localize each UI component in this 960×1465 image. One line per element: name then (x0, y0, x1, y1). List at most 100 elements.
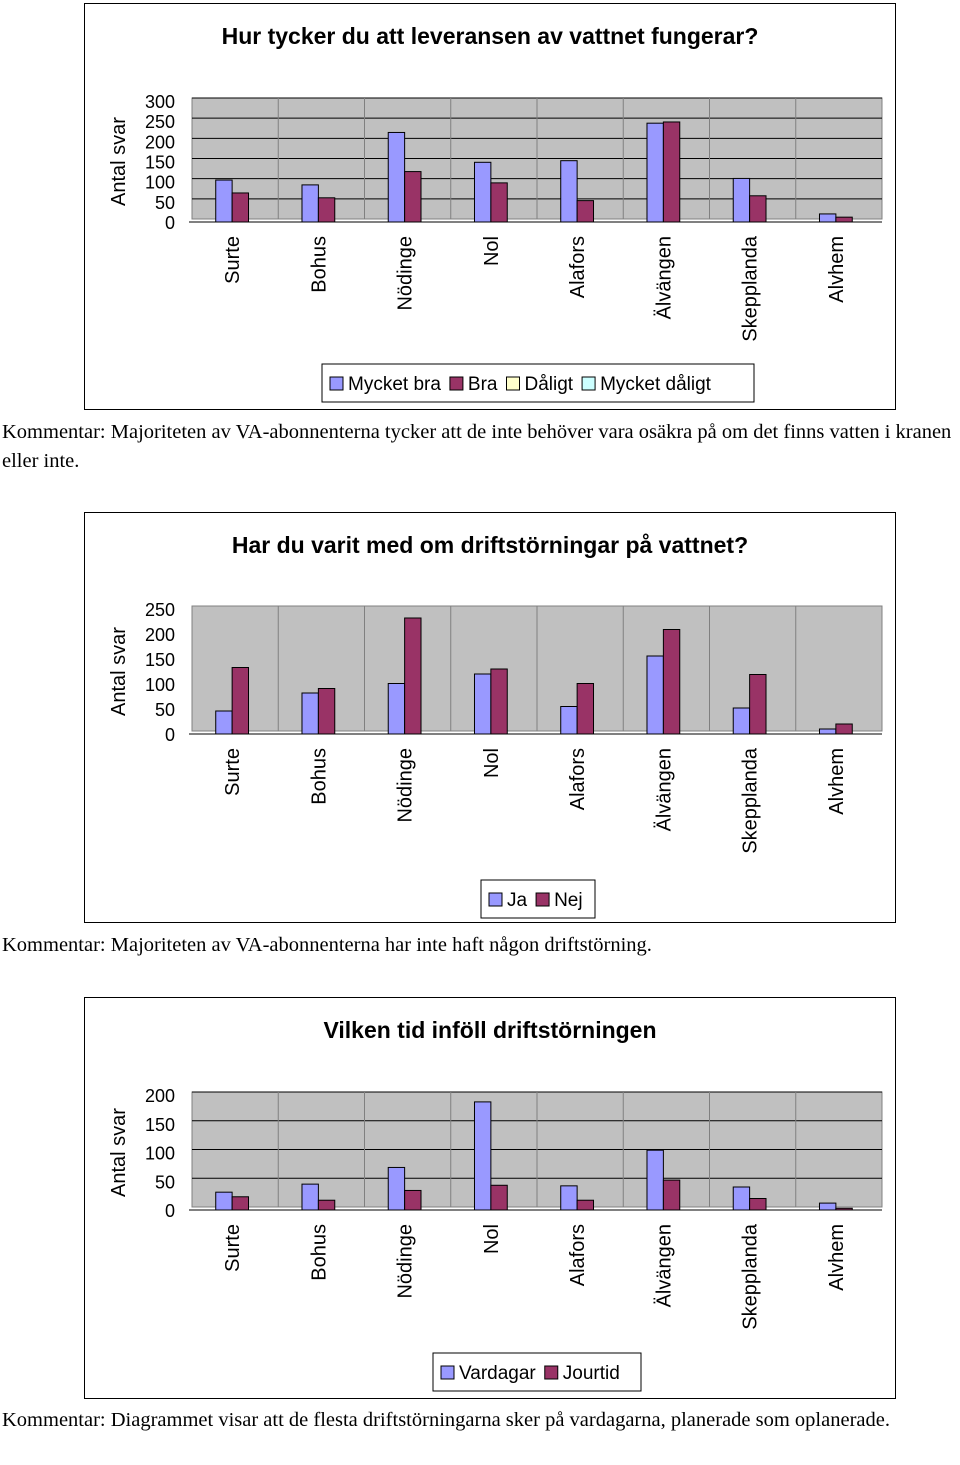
bar (560, 706, 578, 735)
legend-label: Nej (554, 890, 583, 911)
bar (301, 184, 319, 223)
x-tick-label: Nol (481, 1224, 503, 1254)
x-tick-label: Skepplanda (740, 235, 762, 342)
x-tick-label: Alafors (567, 748, 589, 810)
legend-label: Dåligt (525, 374, 574, 395)
x-tick-label: Nödinge (395, 236, 417, 311)
legend-label: Mycket bra (348, 374, 441, 395)
y-tick-label: 100 (145, 1144, 175, 1164)
x-tick-label: Surte (222, 1224, 244, 1272)
bar (576, 1199, 595, 1211)
chart-2-comment: Kommentar: Majoriteten av VA-abonnentern… (2, 934, 652, 956)
bar (490, 668, 508, 735)
x-tick-label: Älvängen (653, 748, 675, 831)
chart-title: Vilken tid inföll driftstörningen (323, 1017, 656, 1043)
y-tick-label: 100 (145, 173, 175, 193)
bar (404, 617, 422, 735)
y-tick-label: 50 (155, 700, 175, 720)
x-tick-label: Nol (481, 236, 503, 266)
bar (215, 1191, 233, 1211)
y-tick-label: 200 (145, 1086, 175, 1106)
legend-swatch (544, 1365, 559, 1380)
legend-label: Ja (507, 890, 528, 911)
x-tick-label: Alvhem (826, 236, 848, 303)
bar (317, 688, 336, 735)
y-tick-label: 0 (165, 1201, 175, 1221)
bar (646, 655, 664, 735)
x-tick-label: Alvhem (826, 1224, 848, 1291)
legend-swatch (440, 1365, 455, 1380)
bar (215, 179, 233, 223)
bar (662, 1179, 681, 1211)
x-tick-label: Älvängen (653, 236, 675, 319)
bar (646, 1149, 664, 1211)
legend-swatch (506, 376, 520, 391)
y-tick-label: 150 (145, 153, 175, 173)
bar (387, 1166, 406, 1211)
bar (732, 1186, 751, 1211)
bar (404, 1189, 422, 1211)
bar (749, 674, 767, 735)
bar (301, 692, 319, 735)
bar (732, 177, 751, 223)
bar (473, 1101, 492, 1211)
y-tick-label: 50 (155, 193, 175, 213)
bar (818, 728, 837, 735)
bar (646, 122, 664, 223)
chart-2-svg: Har du varit med om driftstörningar på v… (108, 532, 883, 919)
legend-box (321, 363, 755, 403)
bar (835, 723, 853, 735)
chart-1-box: Hur tycker du att leveransen av vattnet … (84, 3, 896, 410)
x-tick-label: Skepplanda (740, 747, 762, 854)
bar (818, 1202, 837, 1211)
bar (317, 1199, 336, 1211)
x-tick-label: Bohus (308, 748, 330, 805)
legend-swatch (329, 376, 344, 391)
x-tick-label: Bohus (308, 1224, 330, 1281)
x-tick-label: Skepplanda (740, 1223, 762, 1330)
y-tick-label: 300 (145, 92, 175, 112)
x-tick-label: Älvängen (653, 1224, 675, 1307)
legend-label: Vardagar (459, 1363, 536, 1384)
bar (387, 131, 406, 223)
legend-box (432, 1352, 642, 1392)
x-tick-label: Nol (481, 748, 503, 778)
bar (301, 1183, 319, 1211)
y-axis-title: Antal svar (108, 117, 130, 206)
chart-2-box: Har du varit med om driftstörningar på v… (84, 512, 896, 923)
y-tick-label: 250 (145, 600, 175, 620)
bar (317, 197, 336, 223)
chart-3-svg: Vilken tid inföll driftstörningen Antal s… (108, 1017, 883, 1392)
y-tick-label: 50 (155, 1172, 175, 1192)
bar (835, 1207, 853, 1211)
x-tick-label: Alafors (567, 1224, 589, 1286)
y-axis-title: Antal svar (108, 627, 130, 716)
x-tick-label: Alafors (567, 236, 589, 298)
bar (732, 707, 751, 735)
y-tick-label: 250 (145, 112, 175, 132)
x-tick-label: Surte (222, 748, 244, 796)
x-tick-label: Surte (222, 236, 244, 284)
chart-title: Hur tycker du att leveransen av vattnet … (222, 23, 759, 49)
legend-label: Bra (468, 374, 498, 395)
bar (404, 171, 422, 223)
bar (231, 192, 250, 223)
legend-swatch (535, 892, 550, 907)
legend-swatch (581, 376, 596, 391)
bar (576, 683, 595, 735)
x-tick-label: Alvhem (826, 748, 848, 815)
y-tick-label: 0 (165, 725, 175, 745)
y-tick-label: 100 (145, 675, 175, 695)
bar (490, 182, 508, 223)
bar (231, 1196, 250, 1211)
bar (490, 1184, 508, 1211)
bar (560, 1185, 578, 1211)
legend-label: Jourtid (563, 1363, 620, 1384)
y-tick-label: 150 (145, 1115, 175, 1135)
y-axis-title: Antal svar (108, 1108, 130, 1197)
x-tick-label: Nödinge (395, 1224, 417, 1299)
y-tick-label: 200 (145, 625, 175, 645)
bar (818, 213, 837, 223)
bar (231, 667, 250, 735)
bar (662, 629, 681, 735)
